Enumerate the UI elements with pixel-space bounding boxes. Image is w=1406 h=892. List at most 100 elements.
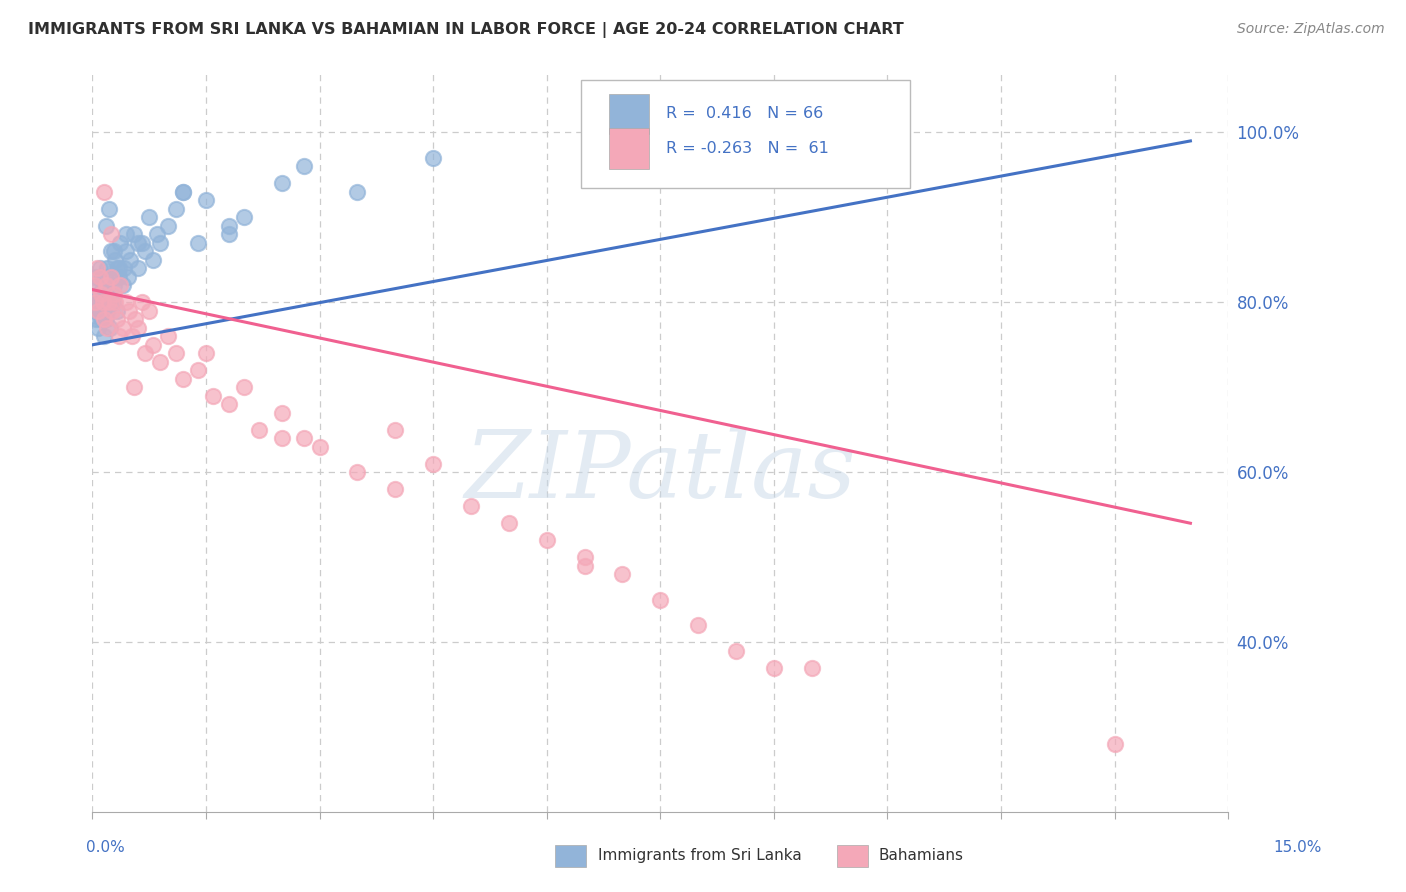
Point [187, 235, 209, 250]
Point [108, 278, 131, 293]
Point [100, 244, 122, 259]
Point [93, 185, 115, 199]
Text: 0.0%: 0.0% [86, 840, 125, 855]
Text: R = -0.263   N =  61: R = -0.263 N = 61 [666, 141, 830, 156]
Point [292, 431, 315, 445]
Point [93, 312, 115, 326]
Point [103, 244, 125, 259]
Point [89, 269, 111, 284]
Point [232, 211, 254, 225]
Text: ZIPatlas: ZIPatlas [464, 427, 856, 517]
Point [688, 618, 710, 632]
Point [187, 363, 209, 377]
Point [103, 278, 125, 293]
Point [536, 533, 558, 548]
Point [422, 151, 444, 165]
Point [498, 516, 520, 531]
Point [138, 303, 160, 318]
Point [105, 303, 128, 318]
Point [157, 219, 180, 233]
Point [86, 261, 108, 276]
Point [86, 278, 108, 293]
Point [118, 303, 141, 318]
Point [574, 558, 596, 573]
Point [724, 643, 747, 657]
Point [90, 312, 112, 326]
Point [270, 177, 292, 191]
Point [138, 211, 160, 225]
Point [100, 227, 122, 242]
Point [131, 235, 153, 250]
FancyBboxPatch shape [581, 80, 910, 187]
Point [104, 295, 127, 310]
Point [612, 567, 634, 582]
Point [96, 261, 118, 276]
Point [98, 321, 121, 335]
Point [96, 295, 118, 310]
Point [122, 380, 145, 394]
Point [145, 227, 167, 242]
Point [115, 244, 138, 259]
Point [800, 660, 823, 674]
Point [346, 185, 368, 199]
Point [762, 660, 785, 674]
Point [308, 440, 330, 454]
Point [89, 261, 111, 276]
Point [142, 252, 165, 267]
Point [105, 312, 128, 326]
Point [98, 295, 121, 310]
Point [218, 219, 240, 233]
Point [83, 278, 105, 293]
Point [114, 295, 136, 310]
Point [101, 295, 124, 310]
Point [270, 406, 292, 420]
Point [94, 219, 117, 233]
Point [172, 185, 194, 199]
Point [165, 346, 187, 360]
Point [127, 261, 149, 276]
Point [384, 482, 406, 496]
Point [93, 303, 115, 318]
Point [96, 303, 118, 318]
Point [110, 235, 132, 250]
Point [84, 295, 107, 310]
Point [87, 303, 110, 318]
Point [94, 312, 117, 326]
Point [100, 269, 122, 284]
Point [124, 312, 146, 326]
Point [172, 372, 194, 386]
Point [131, 295, 153, 310]
Point [120, 252, 142, 267]
Point [90, 269, 112, 284]
Bar [609, 128, 650, 169]
Point [292, 160, 315, 174]
Point [91, 278, 114, 293]
Point [142, 338, 165, 352]
Point [94, 278, 117, 293]
Text: Source: ZipAtlas.com: Source: ZipAtlas.com [1237, 22, 1385, 37]
Point [111, 278, 134, 293]
Point [194, 346, 217, 360]
Point [108, 261, 131, 276]
Point [574, 550, 596, 565]
Text: Bahamians: Bahamians [879, 848, 963, 863]
Point [108, 269, 131, 284]
Point [111, 321, 134, 335]
Point [83, 303, 105, 318]
Point [100, 269, 122, 284]
Point [91, 295, 114, 310]
Point [134, 346, 156, 360]
Point [134, 244, 156, 259]
Point [165, 202, 187, 216]
Point [218, 397, 240, 411]
Point [97, 278, 120, 293]
Point [247, 423, 270, 437]
Point [149, 235, 172, 250]
Point [104, 252, 127, 267]
Point [157, 329, 180, 343]
Point [94, 269, 117, 284]
Point [232, 380, 254, 394]
Point [89, 286, 111, 301]
Point [127, 235, 149, 250]
Point [115, 227, 138, 242]
